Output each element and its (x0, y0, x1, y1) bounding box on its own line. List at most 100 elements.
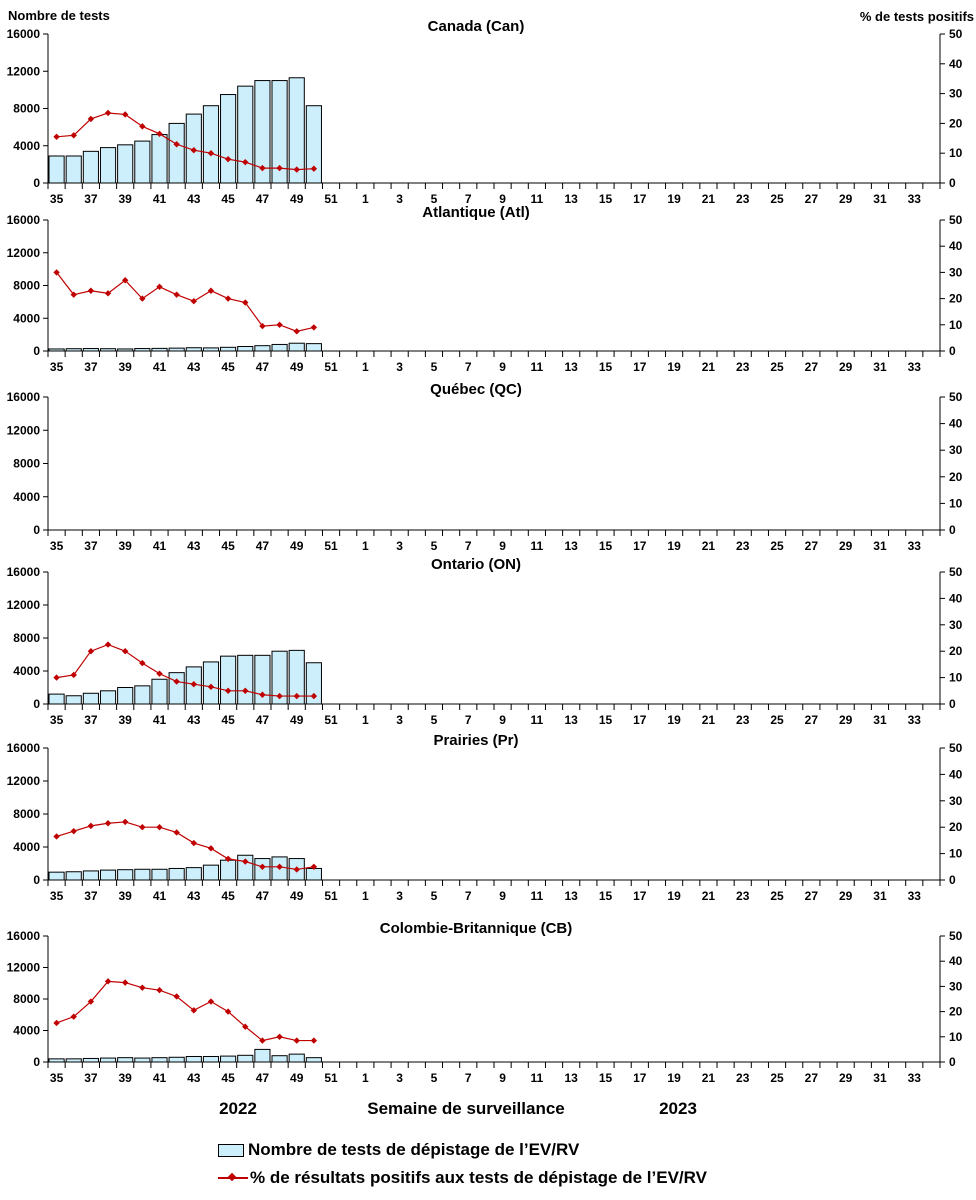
bar (151, 1057, 168, 1063)
x-tick-label: 9 (499, 1071, 506, 1085)
line-point (173, 291, 180, 298)
x-tick-label: 27 (805, 539, 819, 553)
right-tick-label: 20 (949, 292, 963, 306)
bar (305, 867, 322, 881)
line-point (156, 130, 163, 138)
x-tick-label: 21 (702, 192, 716, 206)
x-tick-label: 37 (84, 539, 98, 553)
left-tick-label: 4000 (13, 311, 40, 325)
bar (237, 345, 254, 352)
x-tick-label: 19 (667, 539, 681, 553)
line-point (173, 678, 180, 685)
left-tick-label: 0 (33, 344, 40, 358)
x-tick-label: 3 (396, 539, 403, 553)
bar (185, 347, 202, 352)
line-point (293, 692, 300, 700)
left-tick-label: 4000 (13, 139, 40, 153)
bar (65, 695, 82, 705)
x-tick-label: 31 (873, 889, 887, 903)
x-tick-label: 45 (221, 360, 235, 374)
x-tick-label: 13 (565, 889, 579, 903)
line-point (156, 283, 163, 291)
bar (254, 345, 271, 352)
left-tick-label: 0 (33, 176, 40, 190)
x-tick-label: 37 (84, 889, 98, 903)
x-tick-label: 25 (770, 889, 784, 903)
bar (168, 1056, 185, 1063)
x-tick-label: 45 (221, 539, 235, 553)
x-tick-label: 37 (84, 360, 98, 374)
left-tick-label: 4000 (13, 664, 40, 678)
panel-title: Prairies (Pr) (433, 732, 518, 749)
line-point (53, 674, 60, 681)
x-tick-label: 31 (873, 713, 887, 727)
x-tick-label: 9 (499, 713, 506, 727)
x-tick-label: 17 (633, 360, 647, 374)
x-tick-label: 39 (119, 539, 133, 553)
bar (117, 144, 134, 184)
line-point (310, 863, 318, 870)
x-tick-label: 1 (362, 713, 369, 727)
x-tick-label: 41 (153, 192, 167, 206)
x-tick-label: 49 (290, 539, 304, 553)
bar (271, 1055, 288, 1063)
x-tick-label: 23 (736, 889, 750, 903)
x-tick-label: 51 (324, 889, 338, 903)
right-tick-label: 30 (949, 87, 963, 101)
x-tick-label: 49 (290, 360, 304, 374)
panel-3: Ontario (ON) 0 4000 8000 12000 16000 0 10 20 30 40… (7, 556, 963, 727)
bar (237, 85, 254, 184)
bar (117, 687, 134, 705)
line-point (53, 1019, 60, 1027)
left-tick-label: 12000 (7, 598, 41, 612)
x-tick-label: 27 (805, 713, 819, 727)
left-tick-label: 16000 (7, 390, 41, 404)
line-point (276, 692, 283, 700)
line-point (121, 111, 129, 118)
bar (134, 868, 151, 881)
x-tick-label: 49 (290, 192, 304, 206)
panel-title: Québec (QC) (430, 381, 522, 398)
line-point (259, 322, 266, 330)
line-point (242, 687, 249, 694)
line-point (87, 648, 95, 655)
line-point (104, 820, 112, 827)
x-tick-label: 35 (50, 713, 64, 727)
line-series (56, 821, 314, 871)
bar (185, 1055, 202, 1063)
x-tick-label: 45 (221, 1071, 235, 1085)
bar (168, 347, 185, 352)
x-tick-label: 35 (50, 889, 64, 903)
bar (271, 650, 288, 705)
line-point (190, 839, 198, 847)
line-point (259, 863, 266, 870)
left-tick-label: 0 (33, 697, 40, 711)
panel-5: Colombie-Britannique (CB) 0 4000 8000 12000 1… (7, 920, 963, 1085)
bar (288, 1053, 305, 1063)
x-tick-label: 47 (256, 889, 270, 903)
x-tick-label: 39 (119, 713, 133, 727)
line-point (139, 123, 146, 130)
x-tick-label: 33 (908, 1071, 922, 1085)
line-point (276, 164, 283, 172)
bar (99, 1057, 117, 1063)
line-point (190, 1007, 198, 1014)
x-tick-label: 37 (84, 713, 98, 727)
x-tick-label: 47 (256, 360, 270, 374)
x-tick-label: 17 (633, 713, 647, 727)
right-tick-label: 50 (949, 27, 963, 41)
line-point (139, 295, 146, 302)
bar (48, 155, 65, 184)
bar (305, 1057, 322, 1063)
x-tick-label: 21 (702, 539, 716, 553)
line-point (190, 681, 198, 688)
bar (82, 1057, 99, 1063)
line-point (53, 133, 60, 141)
left-tick-label: 0 (33, 1055, 40, 1069)
bar (305, 105, 322, 184)
right-tick-label: 40 (949, 954, 963, 968)
x-tick-label: 1 (362, 1071, 369, 1085)
x-tick-label: 27 (805, 360, 819, 374)
x-tick-label: 5 (431, 889, 438, 903)
line-point (276, 863, 283, 870)
